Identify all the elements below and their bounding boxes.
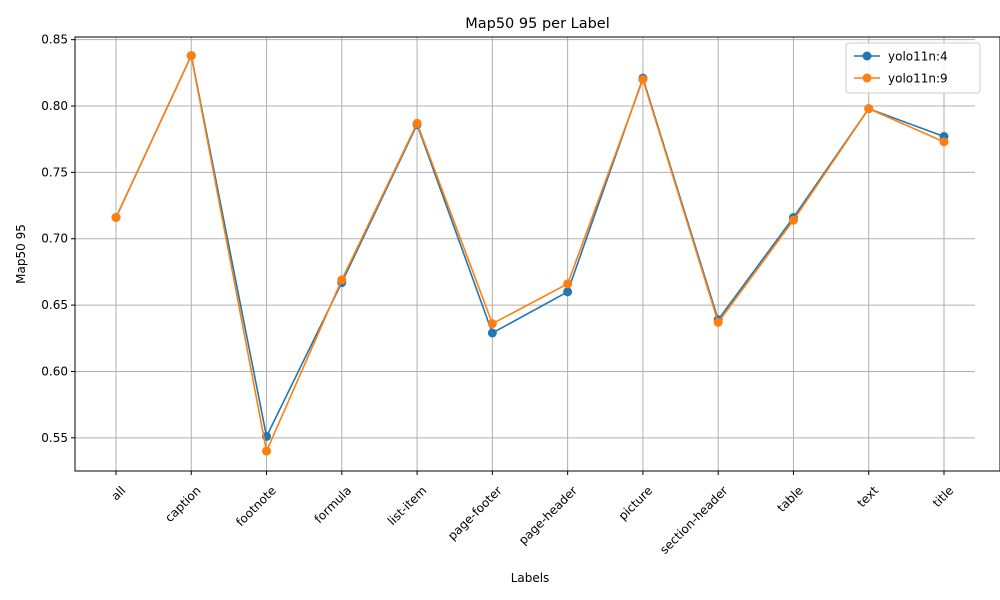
legend-marker bbox=[862, 51, 872, 61]
data-point bbox=[563, 279, 573, 289]
grid bbox=[75, 37, 975, 471]
y-tick-label: 0.55 bbox=[41, 431, 68, 445]
data-point bbox=[939, 137, 949, 147]
y-axis: 0.55 0.60 0.65 0.70 0.75 0.80 0.85 bbox=[41, 33, 75, 445]
x-axis-label: Labels bbox=[511, 571, 550, 585]
y-tick-label: 0.85 bbox=[41, 33, 68, 47]
data-point bbox=[638, 74, 648, 84]
chart-title: Map50 95 per Label bbox=[465, 16, 610, 32]
legend-label: yolo11n:9 bbox=[888, 72, 948, 86]
y-tick-label: 0.60 bbox=[41, 364, 68, 378]
series bbox=[111, 51, 949, 456]
series-line bbox=[115, 52, 945, 454]
data-point bbox=[111, 213, 121, 223]
y-tick-label: 0.65 bbox=[41, 298, 68, 312]
y-tick-label: 0.80 bbox=[41, 99, 68, 113]
data-point bbox=[788, 215, 798, 225]
legend-label: yolo11n:4 bbox=[888, 50, 948, 64]
plot-frame bbox=[74, 36, 1000, 472]
legend: yolo11n:4 yolo11n:9 bbox=[845, 42, 981, 94]
series-line bbox=[115, 53, 945, 439]
y-axis-label: Map50 95 bbox=[14, 224, 28, 284]
data-point bbox=[864, 104, 874, 114]
y-tick-label: 0.70 bbox=[41, 232, 68, 246]
data-point bbox=[186, 51, 196, 61]
legend-marker bbox=[862, 73, 872, 83]
data-point bbox=[412, 118, 422, 128]
series-group bbox=[111, 51, 949, 456]
data-point bbox=[487, 328, 497, 338]
data-point bbox=[262, 446, 272, 456]
data-point bbox=[337, 275, 347, 285]
data-point bbox=[563, 287, 573, 297]
data-point bbox=[713, 317, 723, 327]
y-tick-label: 0.75 bbox=[41, 165, 68, 179]
data-point bbox=[487, 319, 497, 329]
